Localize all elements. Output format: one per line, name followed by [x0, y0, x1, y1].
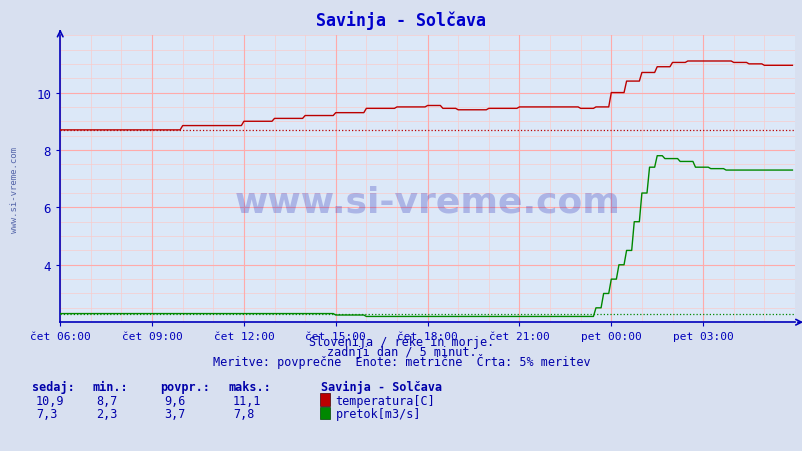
Text: Savinja - Solčava: Savinja - Solčava — [316, 11, 486, 30]
Text: 3,7: 3,7 — [164, 407, 186, 420]
Text: Savinja - Solčava: Savinja - Solčava — [321, 380, 442, 393]
Text: maks.:: maks.: — [229, 380, 271, 393]
Text: 7,8: 7,8 — [233, 407, 254, 420]
Text: Slovenija / reke in morje.: Slovenija / reke in morje. — [309, 335, 493, 348]
Text: povpr.:: povpr.: — [160, 380, 210, 393]
Text: temperatura[C]: temperatura[C] — [335, 394, 435, 407]
Text: 11,1: 11,1 — [233, 394, 261, 407]
Text: min.:: min.: — [92, 380, 128, 393]
Text: 2,3: 2,3 — [96, 407, 118, 420]
Text: zadnji dan / 5 minut.: zadnji dan / 5 minut. — [326, 345, 476, 359]
Text: 8,7: 8,7 — [96, 394, 118, 407]
Text: Meritve: povprečne  Enote: metrične  Črta: 5% meritev: Meritve: povprečne Enote: metrične Črta:… — [213, 353, 589, 368]
Text: www.si-vreme.com: www.si-vreme.com — [10, 147, 19, 232]
Text: pretok[m3/s]: pretok[m3/s] — [335, 407, 420, 420]
Text: 9,6: 9,6 — [164, 394, 186, 407]
Text: www.si-vreme.com: www.si-vreme.com — [234, 185, 620, 219]
Text: 7,3: 7,3 — [36, 407, 58, 420]
Text: sedaj:: sedaj: — [32, 380, 75, 393]
Text: 10,9: 10,9 — [36, 394, 64, 407]
